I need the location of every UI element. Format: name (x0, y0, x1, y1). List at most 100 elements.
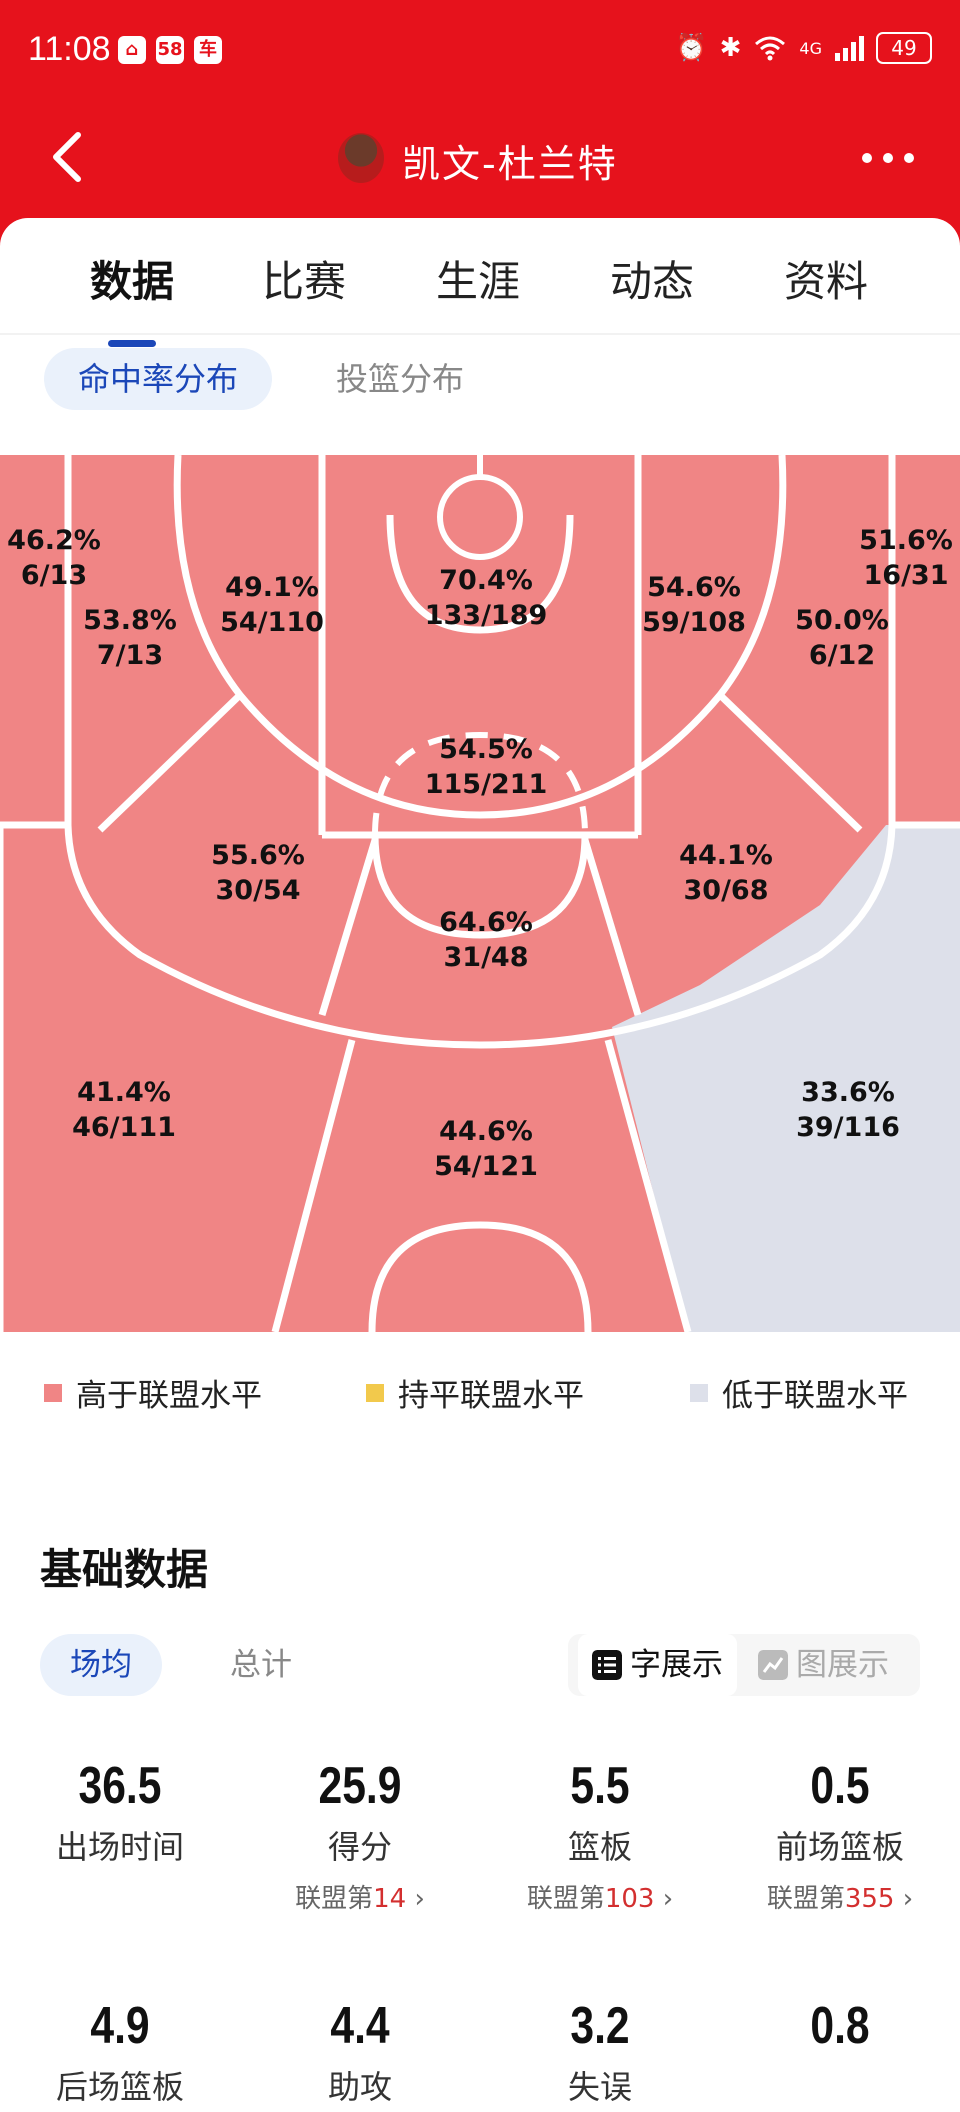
rank-number: 14 (373, 1884, 407, 1914)
dongchedi-app-icon: 车 (194, 36, 222, 64)
stat-label: 失误 (567, 2068, 632, 2106)
section-title-basic-stats: 基础数据 (40, 1545, 209, 1594)
rank-prefix: 联盟第 (295, 1884, 374, 1914)
status-time: 11:08 (28, 30, 111, 68)
alarm-icon: ⏰ (675, 33, 708, 63)
legend-label-above: 高于联盟水平 (76, 1378, 262, 1414)
home-app-icon: ⌂ (118, 36, 146, 64)
signal-icon (835, 36, 864, 61)
stat-assists: 4.4 助攻 (240, 1996, 480, 2108)
list-icon (592, 1650, 622, 1680)
legend-label-below: 低于联盟水平 (722, 1378, 908, 1414)
legend: 高于联盟水平 持平联盟水平 低于联盟水平 (0, 1370, 960, 1416)
rank-prefix: 联盟第 (766, 1884, 845, 1914)
stat-value: 4.4 (330, 1997, 390, 2055)
tab-totals[interactable]: 总计 (230, 1647, 292, 1683)
bluetooth-icon: ✱ (719, 33, 742, 63)
back-arrow-icon[interactable] (40, 127, 100, 187)
legend-above: 高于联盟水平 (44, 1370, 262, 1415)
zone-label-right-baseline-mid: 50.0% 6/12 (795, 605, 889, 671)
tab-career[interactable]: 生涯 (435, 257, 520, 306)
league-rank[interactable]: 联盟第14 › (240, 1878, 480, 1915)
zone-label-right-elbow-mid: 54.6% 59/108 (642, 572, 746, 638)
stat-label: 前场篮板 (775, 1828, 904, 1866)
text-view-label: 字展示 (630, 1647, 723, 1683)
stat-value: 3.2 (570, 1997, 630, 2055)
court-lines (0, 455, 960, 1332)
player-avatar (338, 133, 384, 183)
tab-profile[interactable]: 资料 (783, 257, 868, 306)
zone-label-left-baseline-mid: 53.8% 7/13 (83, 605, 177, 671)
tab-data[interactable]: 数据 (89, 257, 174, 306)
zone-label-right-wing-3: 33.6% 39/116 (796, 1077, 900, 1143)
legend-below: 低于联盟水平 (690, 1370, 908, 1415)
view-toggle: 字展示 图展示 (568, 1634, 920, 1696)
rank-prefix: 联盟第 (526, 1884, 605, 1914)
free-throw-circle-dashed (372, 731, 588, 836)
stat-offensive-rebounds[interactable]: 0.5 前场篮板 联盟第355 › (720, 1756, 960, 1915)
legend-swatch-below (690, 1383, 708, 1402)
stat-rebounds[interactable]: 5.5 篮板 联盟第103 › (480, 1756, 720, 1915)
active-tab-indicator (108, 340, 156, 347)
zone-label-left-wing-3: 41.4% 46/111 (72, 1077, 176, 1143)
tab-games[interactable]: 比赛 (261, 257, 346, 306)
stat-label: 助攻 (327, 2068, 392, 2106)
chevron-right-icon: › (894, 1884, 914, 1914)
status-icons: ⏰ ✱ 4G 49 (675, 32, 932, 64)
stats-tabs: 场均 总计 字展示 图展示 (40, 1634, 920, 1696)
zone-label-right-wing-mid: 44.1% 30/68 (679, 840, 773, 906)
stat-extra: 0.8 (720, 1996, 960, 2062)
stat-value: 36.5 (78, 1757, 162, 1815)
network-type: 4G (799, 38, 822, 58)
league-rank[interactable]: 联盟第103 › (480, 1878, 720, 1915)
zone-label-right-corner-3: 51.6% 16/31 (859, 525, 953, 591)
58-app-icon: 58 (156, 36, 184, 64)
nav-bar: 凯文-杜兰特 (0, 115, 960, 205)
chart-icon (758, 1650, 788, 1680)
status-bar: 11:08 ⌂ 58 车 ⏰ ✱ 4G 49 (0, 0, 960, 100)
stat-label: 出场时间 (55, 1828, 184, 1866)
page-title: 凯文-杜兰特 (402, 142, 618, 186)
zone-label-top-key-mid: 64.6% 31/48 (439, 907, 533, 973)
stat-label: 篮板 (567, 1828, 632, 1866)
subtab-shot-distribution[interactable]: 投篮分布 (336, 360, 465, 398)
league-rank[interactable]: 联盟第355 › (720, 1878, 960, 1915)
rank-number: 103 (604, 1884, 655, 1914)
stat-defensive-rebounds: 4.9 后场篮板 (0, 1996, 240, 2108)
stat-points[interactable]: 25.9 得分 联盟第14 › (240, 1756, 480, 1915)
zone-label-restricted-area: 70.4% 133/189 (424, 565, 548, 631)
stat-label: 后场篮板 (55, 2068, 184, 2106)
stat-value: 0.8 (810, 1997, 870, 2055)
court-drawing (0, 455, 960, 1332)
legend-swatch-above (44, 1383, 62, 1402)
text-view-button[interactable]: 字展示 (578, 1634, 737, 1696)
shot-chart: 46.2% 6/13 53.8% 7/13 49.1% 54/110 70.4% 133… (0, 455, 960, 1332)
legend-label-equal: 持平联盟水平 (398, 1378, 584, 1414)
zone-label-left-corner-3: 46.2% 6/13 (7, 525, 101, 591)
tab-divider (0, 333, 960, 335)
chart-view-button[interactable]: 图展示 (758, 1634, 889, 1696)
main-tabs: 数据 比赛 生涯 动态 资料 (0, 248, 960, 347)
chevron-right-icon: › (406, 1884, 425, 1914)
stat-value: 25.9 (318, 1757, 402, 1815)
chart-view-label: 图展示 (796, 1647, 889, 1683)
subtab-fg-pct-distribution[interactable]: 命中率分布 (44, 348, 273, 410)
battery-indicator: 49 (876, 32, 932, 64)
zone-label-paint: 54.5% 115/211 (424, 734, 548, 800)
tab-per-game[interactable]: 场均 (40, 1634, 162, 1696)
zone-label-left-wing-mid: 55.6% 30/54 (211, 840, 305, 906)
legend-swatch-equal (366, 1383, 384, 1402)
stat-value: 5.5 (570, 1757, 630, 1815)
stat-label: 得分 (327, 1828, 392, 1866)
stat-turnovers: 3.2 失误 (480, 1996, 720, 2108)
zone-right-wing-3 (612, 825, 960, 1332)
stat-value: 4.9 (90, 1997, 150, 2055)
stat-value: 0.5 (810, 1757, 870, 1815)
chevron-right-icon: › (654, 1884, 674, 1914)
stat-minutes: 36.5 出场时间 (0, 1756, 240, 1868)
more-options-icon[interactable] (860, 135, 920, 175)
zone-label-top-3: 44.6% 54/121 (434, 1116, 538, 1182)
legend-equal: 持平联盟水平 (366, 1370, 584, 1415)
tab-news[interactable]: 动态 (609, 257, 694, 306)
zone-label-left-elbow-mid: 49.1% 54/110 (220, 572, 324, 638)
